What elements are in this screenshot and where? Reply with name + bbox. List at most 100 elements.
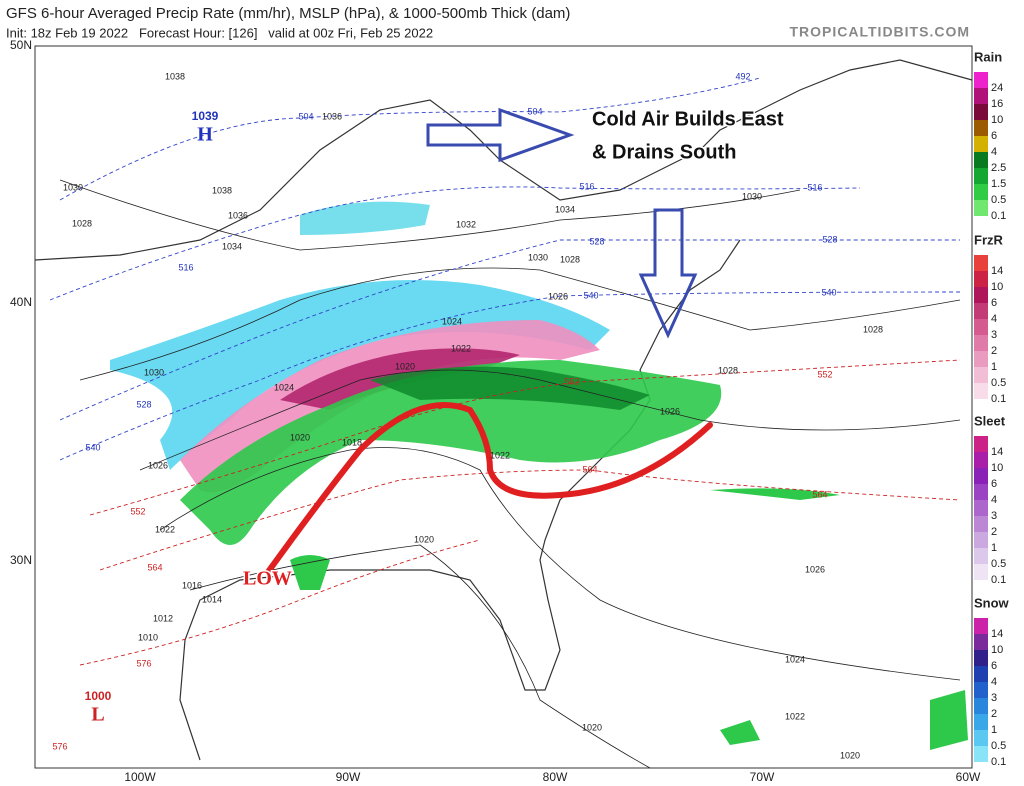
subtitle: Init: 18z Feb 19 2022 Forecast Hour: [12…	[6, 25, 433, 40]
legend-label: 2	[991, 708, 997, 720]
isobar-label: 1028	[863, 324, 883, 334]
isobar-label: 1038	[165, 71, 185, 81]
legend-swatch	[974, 152, 988, 168]
lat-label: 40N	[10, 295, 32, 309]
legend-swatch	[974, 72, 988, 88]
legend-title: FrzR	[974, 232, 1004, 247]
lon-label: 60W	[956, 770, 981, 784]
lat-label: 50N	[10, 38, 32, 52]
isobar-label: 1034	[555, 204, 575, 214]
thickness-label: 564	[147, 562, 162, 572]
isobar-label: 1026	[548, 291, 568, 301]
legend-label: 0.1	[991, 210, 1006, 222]
legend-label: 0.5	[991, 558, 1006, 570]
lon-label: 90W	[336, 770, 361, 784]
legend-label: 4	[991, 146, 997, 158]
legend-label: 6	[991, 130, 997, 142]
isobar-label: 1018	[342, 437, 362, 447]
thickness-label: 564	[812, 489, 827, 499]
legend-swatch	[974, 436, 988, 452]
legend-label: 0.5	[991, 377, 1006, 389]
legend-label: 2	[991, 345, 997, 357]
isobar-label: 1034	[222, 241, 242, 251]
legend-swatch	[974, 255, 988, 271]
isobar-label: 1028	[560, 254, 580, 264]
front-line	[265, 402, 713, 575]
isobar-label: 1012	[153, 613, 173, 623]
legend-swatch	[974, 698, 988, 714]
thickness-label: 576	[52, 741, 67, 751]
annotation: Cold Air Builds East	[592, 108, 784, 130]
pressure-letter: H	[197, 124, 213, 146]
legend-label: 3	[991, 510, 997, 522]
annotation: & Drains South	[592, 141, 736, 163]
legend-label: 3	[991, 329, 997, 341]
thickness-label: 552	[564, 376, 579, 386]
isobar-label: 1022	[785, 711, 805, 721]
isobar-label: 1020	[582, 722, 602, 732]
isobar-label: 1024	[785, 654, 805, 664]
isobar-label: 1026	[148, 460, 168, 470]
legend-swatch	[974, 200, 988, 216]
isobar-label: 1030	[742, 191, 762, 201]
thickness-label: 576	[136, 658, 151, 668]
legend-label: 0.1	[991, 756, 1006, 768]
isobar-label: 1030	[63, 182, 83, 192]
map-labels: 50N 40N 30N 100W 90W 80W 70W 60W Cold Air Builds…	[10, 38, 981, 784]
legend-swatch	[974, 120, 988, 136]
thickness-label: 528	[136, 399, 151, 409]
legend-swatch	[974, 88, 988, 104]
isobar-label: 1028	[72, 218, 92, 228]
legend-swatch	[974, 383, 988, 399]
legend-label: 1	[991, 542, 997, 554]
thickness-label: 516	[579, 181, 594, 191]
isobar-label: 1026	[805, 564, 825, 574]
legend-label: 4	[991, 676, 997, 688]
isobar-label: 1026	[660, 406, 680, 416]
isobar-label: 1020	[290, 432, 310, 442]
isobar-label: 1014	[202, 594, 222, 604]
thickness-label: 504	[298, 111, 313, 121]
legend-swatch	[974, 618, 988, 634]
legend-label: 1	[991, 724, 997, 736]
legend-swatch	[974, 500, 988, 516]
legend-label: 4	[991, 494, 997, 506]
legend-label: 0.5	[991, 194, 1006, 206]
legend-swatch	[974, 548, 988, 564]
thickness-red	[79, 359, 961, 666]
isobar-label: 1036	[322, 111, 342, 121]
legend-title: Sleet	[974, 413, 1006, 428]
thickness-label: 492	[735, 71, 750, 81]
legend-swatch	[974, 730, 988, 746]
isobar-label: 1016	[182, 580, 202, 590]
legend-label: 2.5	[991, 162, 1006, 174]
lat-label: 30N	[10, 553, 32, 567]
legend-label: 0.1	[991, 393, 1006, 405]
pressure-value: 1000	[85, 689, 112, 703]
legend-label: 6	[991, 660, 997, 672]
isobar-label: 1022	[155, 524, 175, 534]
arrow-south	[638, 208, 698, 339]
legend-swatch	[974, 367, 988, 383]
legend-label: 1.5	[991, 178, 1006, 190]
isobar-label: 1030	[528, 252, 548, 262]
thickness-label: 540	[85, 442, 100, 452]
legend-swatch	[974, 104, 988, 120]
legend-label: 1	[991, 361, 997, 373]
legend-label: 6	[991, 297, 997, 309]
isobar-label: 1024	[442, 316, 462, 326]
thickness-label: 564	[582, 464, 597, 474]
legend-swatch	[974, 714, 988, 730]
map	[34, 45, 973, 769]
legend-label: 14	[991, 628, 1003, 640]
isobar-label: 1020	[840, 750, 860, 760]
legend-swatch	[974, 746, 988, 762]
isobar-label: 1028	[718, 365, 738, 375]
legend-swatch	[974, 287, 988, 303]
isobar-label: 1022	[490, 450, 510, 460]
precip-rain	[180, 360, 722, 545]
isobars	[59, 179, 961, 769]
isobar-label: 1030	[144, 367, 164, 377]
lon-label: 100W	[124, 770, 156, 784]
